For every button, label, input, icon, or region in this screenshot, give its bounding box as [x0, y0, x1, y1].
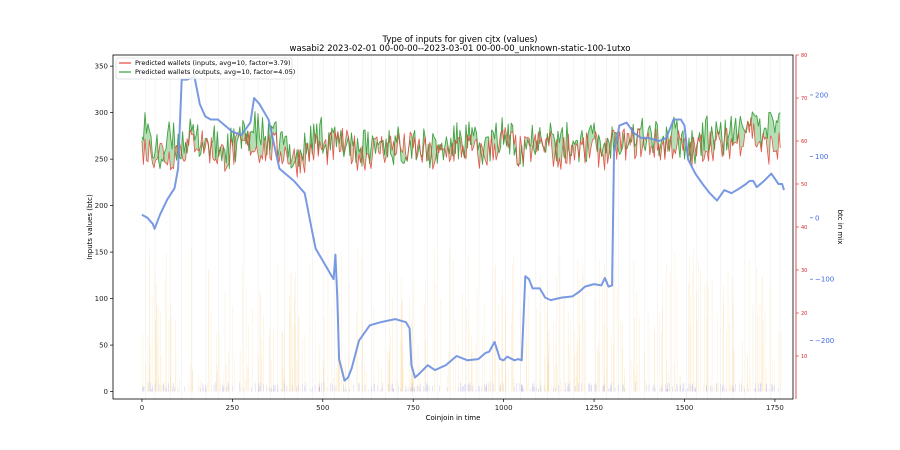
series-line-outputs: [141, 111, 781, 170]
fill-layer: [141, 111, 781, 178]
y-tick-label: 200: [95, 202, 108, 210]
y2-tick-label: −200: [815, 337, 834, 345]
red-axis-tick-label: 60: [801, 139, 807, 145]
grid-layer: [145, 55, 781, 399]
chart-title: Type of inputs for given cjtx (values): [382, 35, 538, 45]
y-axis: 0 50 100 150 200 250 300 350: [95, 63, 113, 396]
red-secondary-axis: 10 20 30 40 50 60 70 80: [795, 53, 807, 399]
x-tick-label: 750: [407, 404, 420, 412]
plot-frame: [112, 54, 794, 400]
red-axis-tick-label: 80: [801, 53, 807, 59]
red-axis-tick-label: 10: [801, 354, 807, 360]
y-tick-label: 50: [99, 342, 108, 350]
red-axis-tick-label: 50: [801, 182, 807, 188]
y-axis-label: Inputs values (btc): [86, 194, 94, 260]
legend-label-outputs: Predicted wallets (outputs, avg=10, fact…: [135, 68, 295, 76]
x-tick-label: 1250: [585, 404, 603, 412]
series-fill-between: [141, 111, 781, 178]
x-axis-label: Coinjoin in time: [426, 414, 481, 422]
x-tick-label: 1500: [676, 404, 694, 412]
legend: Predicted wallets (inputs, avg=10, facto…: [115, 57, 295, 80]
red-axis-tick-label: 40: [801, 225, 807, 231]
red-axis-tick-label: 20: [801, 311, 807, 317]
density-layer: [142, 248, 782, 392]
y-tick-label: 350: [95, 63, 108, 71]
series-layer: [141, 75, 785, 382]
legend-label-inputs: Predicted wallets (inputs, avg=10, facto…: [135, 59, 291, 67]
y-tick-label: 250: [95, 156, 108, 164]
y2-tick-label: 0: [815, 214, 819, 222]
y2-axis-label: btc in mix: [836, 210, 844, 245]
x-tick-label: 250: [226, 404, 239, 412]
series-line-btc-in-mix: [141, 75, 785, 382]
y2-axis: −200 −100 0 100 200: [810, 91, 834, 345]
chart-subtitle: wasabi2 2023-02-01 00-00-00--2023-03-01 …: [290, 44, 631, 54]
red-axis-tick-label: 70: [801, 96, 807, 102]
x-axis: 0 250 500 750 1000 1250 1500 1750: [140, 399, 784, 412]
x-tick-label: 1000: [495, 404, 513, 412]
y2-tick-label: 200: [815, 91, 828, 99]
legend-box: [115, 57, 293, 80]
x-tick-label: 1750: [766, 404, 784, 412]
y2-tick-label: −100: [815, 276, 834, 284]
y-tick-label: 300: [95, 109, 108, 117]
y-tick-label: 100: [95, 295, 108, 303]
y-tick-label: 150: [95, 249, 108, 257]
series-line-inputs: [141, 117, 781, 178]
y-tick-label: 0: [104, 388, 108, 396]
y2-tick-label: 100: [815, 153, 828, 161]
x-tick-label: 500: [316, 404, 329, 412]
red-axis-tick-label: 30: [801, 268, 807, 274]
x-tick-label: 0: [140, 404, 144, 412]
